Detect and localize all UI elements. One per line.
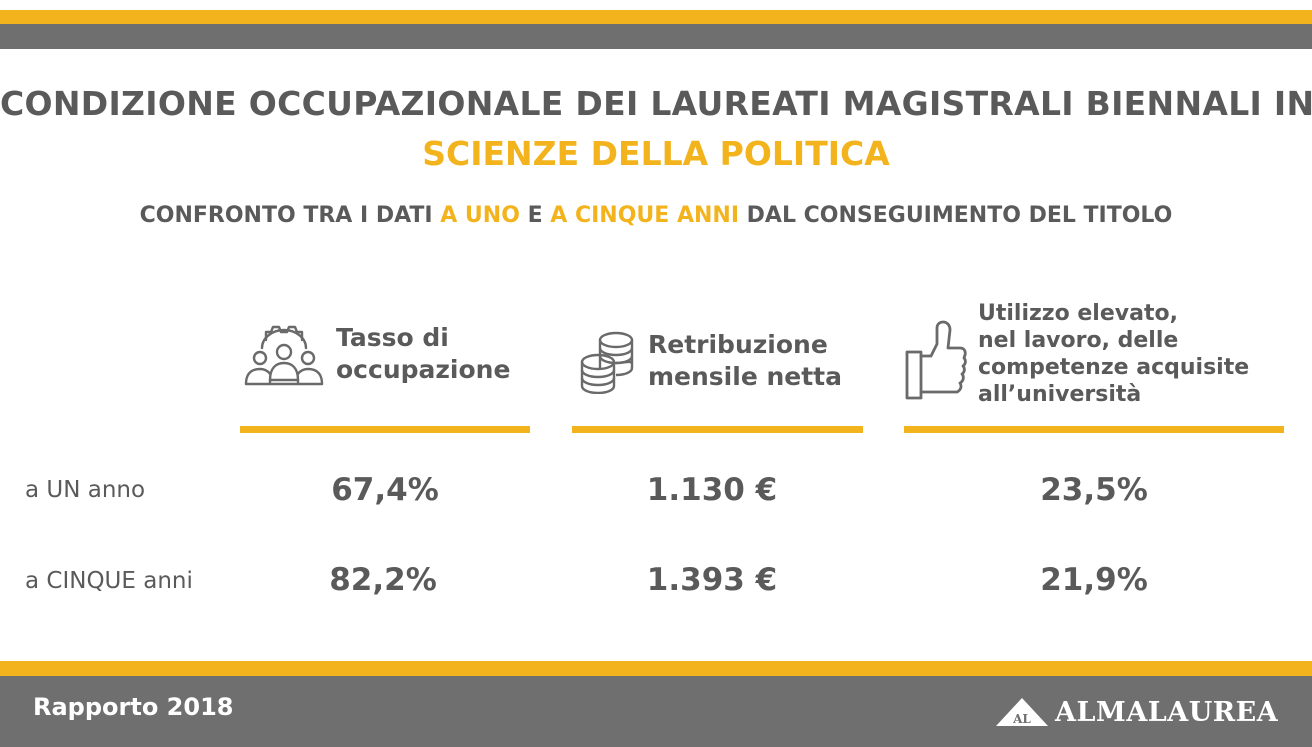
column-underline	[904, 426, 1284, 433]
column-label-line: competenze acquisite	[978, 355, 1250, 380]
column-label: Utilizzo elevato, nel lavoro, delle comp…	[978, 300, 1249, 408]
subtitle-highlight-one-year: A UNO	[440, 203, 520, 228]
value-employment-five-years: 82,2%	[329, 562, 437, 598]
column-label-line: all’università	[978, 382, 1142, 407]
logo-badge-text: AL	[1012, 712, 1031, 726]
column-underline	[240, 426, 530, 433]
logo-text: ALMALAUREA	[1055, 696, 1279, 728]
page-title-highlight: SCIENZE DELLA POLITICA	[422, 134, 890, 173]
almalaurea-logo: AL ALMALAUREA	[995, 694, 1278, 730]
column-header-skills-use: Utilizzo elevato, nel lavoro, delle comp…	[904, 300, 1249, 408]
page-title: CONDIZIONE OCCUPAZIONALE DEI LAUREATI MA…	[0, 84, 1312, 123]
report-year-label: Rapporto 2018	[33, 693, 234, 721]
column-label-line: occupazione	[336, 355, 511, 384]
bottom-yellow-band	[0, 661, 1312, 676]
column-underline	[572, 426, 863, 433]
value-salary-one-year: 1.130 €	[646, 472, 778, 508]
column-label-line: Tasso di	[336, 323, 449, 352]
column-header-employment: Tasso di occupazione	[240, 318, 510, 390]
logo-badge-icon: AL	[996, 698, 1048, 726]
value-employment-one-year: 67,4%	[331, 472, 439, 508]
coins-stack-icon	[580, 331, 634, 394]
page-subtitle: CONFRONTO TRA I DATI A UNO E A CINQUE AN…	[0, 203, 1312, 228]
column-label: Retribuzione mensile netta	[648, 329, 842, 393]
subtitle-highlight-five-years: A CINQUE ANNI	[550, 203, 739, 228]
column-label-line: Utilizzo elevato,	[978, 301, 1178, 326]
row-label-five-years: a CINQUE anni	[25, 568, 193, 594]
row-label-one-year: a UN anno	[25, 477, 146, 503]
people-gear-icon	[244, 325, 324, 386]
thumbs-up-icon	[905, 320, 967, 400]
column-label-line: Retribuzione	[648, 330, 828, 359]
subtitle-part: CONFRONTO TRA I DATI	[139, 203, 441, 228]
footer-bar	[0, 676, 1312, 747]
column-label-line: nel lavoro, delle	[978, 328, 1179, 353]
column-label-line: mensile netta	[648, 362, 843, 391]
top-yellow-band	[0, 10, 1312, 24]
subtitle-part: E	[519, 203, 551, 228]
top-gray-band	[0, 24, 1312, 49]
value-skills-five-years: 21,9%	[1040, 562, 1148, 598]
value-salary-five-years: 1.393 €	[646, 562, 778, 598]
subtitle-part: DAL CONSEGUIMENTO DEL TITOLO	[739, 203, 1173, 228]
column-label: Tasso di occupazione	[336, 322, 510, 386]
value-skills-one-year: 23,5%	[1040, 472, 1148, 508]
column-header-salary: Retribuzione mensile netta	[578, 328, 842, 394]
